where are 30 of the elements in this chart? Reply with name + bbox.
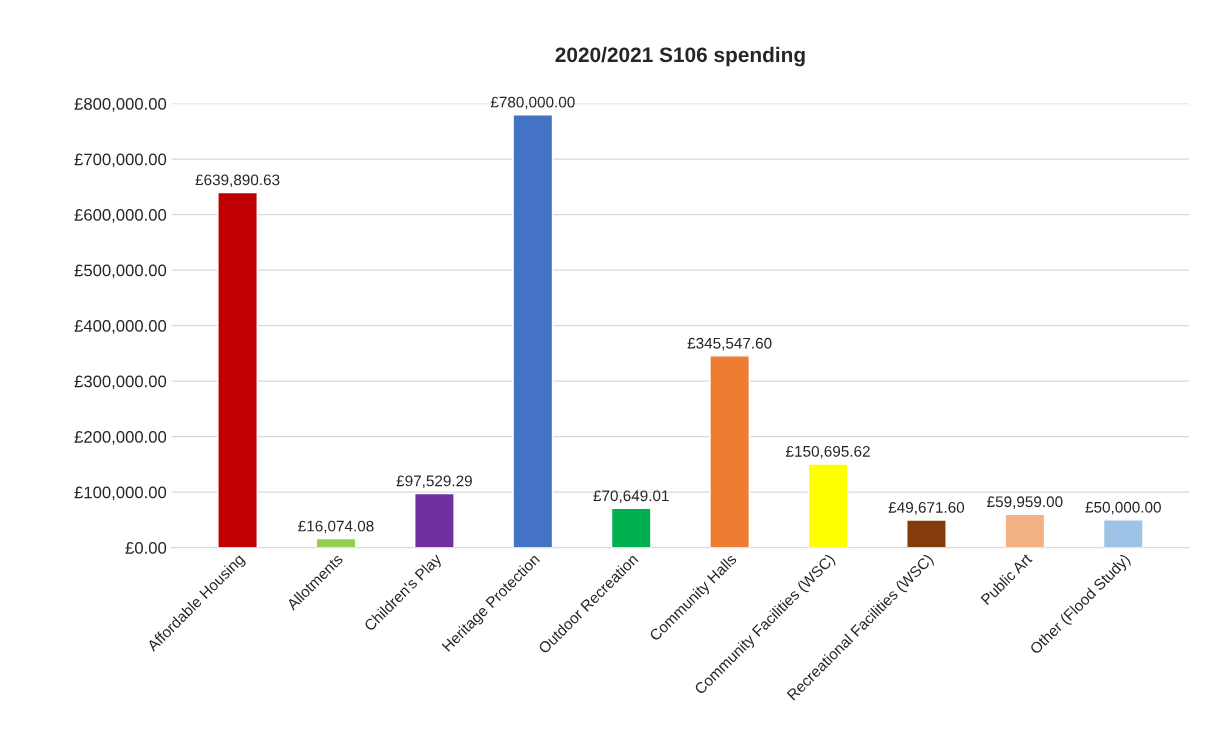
y-tick-label: £200,000.00 — [74, 431, 167, 445]
y-tick-label: £400,000.00 — [74, 320, 167, 334]
data-label: £639,890.63 — [195, 174, 280, 188]
bar — [315, 537, 357, 548]
y-tick-label: £0.00 — [125, 542, 167, 554]
y-tick-label: £700,000.00 — [74, 153, 167, 168]
data-label: £150,695.62 — [786, 445, 870, 459]
bar — [610, 507, 652, 548]
bar — [414, 492, 455, 548]
bar — [709, 355, 751, 548]
y-tick-label: £800,000.00 — [74, 98, 167, 112]
data-label: £70,649.01 — [593, 490, 669, 504]
bar — [1102, 519, 1144, 548]
bar — [217, 191, 258, 548]
data-label: £345,547.60 — [687, 337, 772, 351]
y-tick-label: £600,000.00 — [74, 209, 167, 223]
bar — [1004, 513, 1046, 548]
data-label: £16,074.08 — [298, 520, 374, 534]
y-tick-label: £100,000.00 — [74, 486, 167, 501]
data-label: £97,529.29 — [396, 475, 472, 489]
data-label: £780,000.00 — [490, 96, 575, 110]
data-label: £59,959.00 — [987, 496, 1063, 509]
bar — [512, 114, 554, 548]
bar — [906, 519, 947, 548]
data-label: £50,000.00 — [1085, 501, 1161, 515]
y-tick-label: £300,000.00 — [74, 375, 167, 390]
y-tick-label: £500,000.00 — [74, 264, 167, 279]
data-label: £49,671.60 — [888, 502, 965, 515]
chart-title: 2020/2021 S106 spending — [555, 46, 805, 67]
bar — [807, 463, 849, 548]
